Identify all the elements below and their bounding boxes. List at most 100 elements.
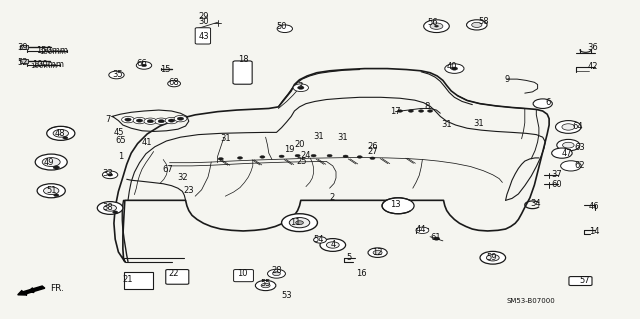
Text: 24: 24 xyxy=(301,151,311,160)
Circle shape xyxy=(35,154,67,170)
Circle shape xyxy=(174,115,187,122)
Text: 20: 20 xyxy=(294,140,305,149)
Circle shape xyxy=(296,221,303,225)
Circle shape xyxy=(382,198,414,214)
Text: 1: 1 xyxy=(118,152,123,161)
Text: 42: 42 xyxy=(588,63,598,71)
Circle shape xyxy=(122,116,134,123)
Text: 15: 15 xyxy=(160,65,170,74)
Circle shape xyxy=(326,242,339,248)
FancyBboxPatch shape xyxy=(234,270,253,282)
Text: 100mm: 100mm xyxy=(32,60,64,69)
Circle shape xyxy=(416,227,429,234)
Text: 56: 56 xyxy=(428,19,438,27)
Text: 59: 59 xyxy=(486,253,497,262)
Circle shape xyxy=(368,248,387,257)
Circle shape xyxy=(343,155,348,158)
Circle shape xyxy=(63,137,68,139)
Circle shape xyxy=(445,64,464,73)
Text: 50: 50 xyxy=(276,22,287,31)
FancyBboxPatch shape xyxy=(569,277,592,286)
Text: 31: 31 xyxy=(474,119,484,128)
Text: 18: 18 xyxy=(238,56,249,64)
Circle shape xyxy=(408,110,413,112)
Circle shape xyxy=(435,25,438,27)
Text: 62: 62 xyxy=(575,161,586,170)
Text: 150mm: 150mm xyxy=(40,49,67,55)
Text: 6: 6 xyxy=(545,98,550,107)
Text: 55: 55 xyxy=(260,279,271,288)
Circle shape xyxy=(282,214,317,232)
Circle shape xyxy=(47,126,75,140)
Circle shape xyxy=(277,25,292,33)
Text: 32: 32 xyxy=(177,173,188,182)
Text: 13: 13 xyxy=(390,200,401,209)
Circle shape xyxy=(472,22,482,27)
Text: 44: 44 xyxy=(416,225,426,234)
Text: 3: 3 xyxy=(297,82,302,91)
Text: 35: 35 xyxy=(112,70,123,78)
Circle shape xyxy=(108,174,113,176)
Circle shape xyxy=(268,269,285,278)
Text: 22: 22 xyxy=(169,269,179,278)
Circle shape xyxy=(397,110,403,112)
Circle shape xyxy=(327,154,332,157)
Circle shape xyxy=(295,154,300,157)
Text: 10: 10 xyxy=(237,269,247,278)
Text: 65: 65 xyxy=(115,136,125,145)
Text: 48: 48 xyxy=(54,129,65,138)
FancyBboxPatch shape xyxy=(20,45,28,49)
Circle shape xyxy=(433,237,440,240)
FancyBboxPatch shape xyxy=(166,270,189,284)
Circle shape xyxy=(42,158,60,167)
Circle shape xyxy=(552,148,572,158)
Circle shape xyxy=(428,110,433,112)
Text: 68: 68 xyxy=(169,78,179,87)
Circle shape xyxy=(109,71,124,79)
Circle shape xyxy=(486,255,499,261)
Circle shape xyxy=(320,239,346,251)
Circle shape xyxy=(424,20,449,33)
Text: 5: 5 xyxy=(346,253,351,262)
Circle shape xyxy=(370,157,375,160)
Text: 54: 54 xyxy=(314,235,324,244)
Text: 39: 39 xyxy=(17,43,28,52)
Circle shape xyxy=(141,64,147,67)
FancyBboxPatch shape xyxy=(124,272,153,289)
Text: 63: 63 xyxy=(575,143,586,152)
Circle shape xyxy=(260,156,265,158)
Circle shape xyxy=(168,80,180,87)
Text: 47: 47 xyxy=(562,149,573,158)
Circle shape xyxy=(177,117,184,120)
Circle shape xyxy=(311,154,316,157)
Text: 31: 31 xyxy=(337,133,348,142)
FancyBboxPatch shape xyxy=(233,61,252,84)
Circle shape xyxy=(419,110,424,112)
Circle shape xyxy=(279,155,284,158)
Text: 53: 53 xyxy=(282,291,292,300)
Circle shape xyxy=(53,166,60,169)
Text: 60: 60 xyxy=(552,180,563,189)
Circle shape xyxy=(102,171,118,179)
Circle shape xyxy=(557,139,580,151)
Text: SM53-B07000: SM53-B07000 xyxy=(507,299,556,304)
FancyBboxPatch shape xyxy=(195,28,211,44)
Text: 34: 34 xyxy=(530,199,541,208)
FancyArrow shape xyxy=(18,286,45,295)
Text: 51: 51 xyxy=(46,186,56,195)
Circle shape xyxy=(54,194,59,197)
Circle shape xyxy=(261,283,270,288)
Text: FR.: FR. xyxy=(50,284,64,293)
Text: 64: 64 xyxy=(573,122,584,131)
Text: 2: 2 xyxy=(329,193,334,202)
Text: 8: 8 xyxy=(425,102,430,111)
Text: 100mm: 100mm xyxy=(30,63,57,69)
Circle shape xyxy=(53,130,68,137)
Circle shape xyxy=(125,118,131,121)
Text: 31: 31 xyxy=(314,132,324,141)
Text: 29: 29 xyxy=(198,12,209,21)
Text: 31: 31 xyxy=(220,134,230,143)
Circle shape xyxy=(467,20,487,30)
Circle shape xyxy=(158,120,164,123)
Circle shape xyxy=(37,184,65,198)
